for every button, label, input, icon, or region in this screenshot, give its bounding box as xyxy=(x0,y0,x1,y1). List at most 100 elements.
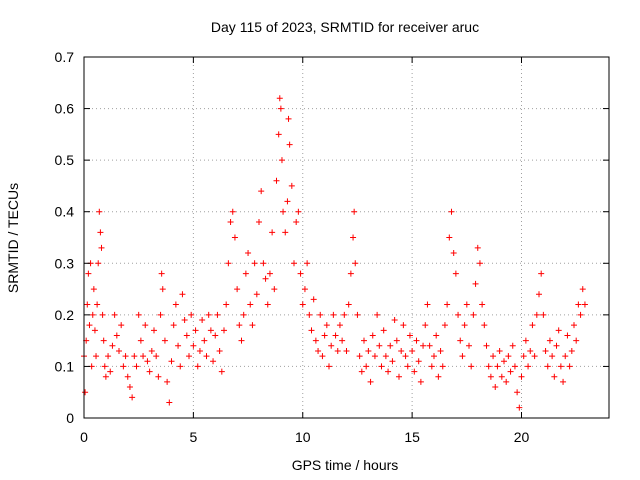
data-point xyxy=(306,311,313,318)
data-point xyxy=(269,229,276,236)
data-point xyxy=(505,353,512,360)
data-point xyxy=(95,260,102,267)
data-point xyxy=(446,234,453,241)
data-point xyxy=(89,311,96,318)
data-point xyxy=(120,363,127,370)
data-point xyxy=(540,311,547,318)
data-point xyxy=(490,353,497,360)
data-point xyxy=(334,347,341,354)
data-point xyxy=(441,322,448,329)
data-point xyxy=(323,322,330,329)
data-point xyxy=(361,337,367,344)
data-point xyxy=(479,301,486,308)
data-point xyxy=(133,363,140,370)
data-point xyxy=(579,286,586,293)
data-point xyxy=(310,296,317,303)
data-point xyxy=(378,363,385,370)
data-point xyxy=(297,270,304,277)
data-point xyxy=(102,373,109,380)
y-tick-label: 0.1 xyxy=(55,358,75,374)
data-point xyxy=(472,280,479,287)
data-point xyxy=(100,337,107,344)
data-point xyxy=(96,208,103,215)
data-point xyxy=(492,384,499,391)
data-point xyxy=(319,353,326,360)
data-point xyxy=(468,363,475,370)
data-point xyxy=(509,342,516,349)
data-point xyxy=(194,363,201,370)
axes-layer: 0 0.1 0.2 0.3 0.4 0.5 0.6 0.7 0 5 10 15 20 xyxy=(55,49,610,445)
data-point xyxy=(140,353,147,360)
data-point xyxy=(131,353,138,360)
data-point xyxy=(551,373,558,380)
x-tick-label: 15 xyxy=(404,429,420,445)
y-tick-label: 0.6 xyxy=(55,101,75,117)
data-point xyxy=(118,322,125,329)
data-point xyxy=(229,208,236,215)
data-point xyxy=(516,404,523,411)
data-point xyxy=(536,291,542,298)
data-point xyxy=(376,342,383,349)
data-point xyxy=(126,384,133,391)
data-point xyxy=(498,373,505,380)
data-point xyxy=(113,332,120,339)
data-point xyxy=(122,353,129,360)
grid-layer xyxy=(84,57,609,418)
data-point xyxy=(170,322,177,329)
data-point xyxy=(210,358,217,365)
x-axis-label: GPS time / hours xyxy=(292,457,399,473)
data-point xyxy=(190,342,197,349)
data-point xyxy=(455,311,462,318)
data-point xyxy=(295,208,302,215)
data-point xyxy=(411,368,418,375)
data-point xyxy=(400,322,407,329)
data-point xyxy=(330,311,337,318)
data-point xyxy=(177,363,184,370)
data-point xyxy=(94,301,101,308)
data-point xyxy=(351,208,358,215)
data-point xyxy=(144,358,151,365)
data-point xyxy=(529,322,536,329)
data-point xyxy=(321,332,328,339)
data-point xyxy=(99,311,106,318)
data-point xyxy=(428,363,435,370)
y-axis-label: SRMTID / TECUs xyxy=(5,183,21,293)
data-point xyxy=(260,260,267,267)
data-point xyxy=(245,249,252,256)
data-point xyxy=(328,342,335,349)
data-point xyxy=(168,358,175,365)
data-point xyxy=(148,347,155,354)
data-point xyxy=(422,322,429,329)
data-point xyxy=(487,373,494,380)
data-point xyxy=(288,182,295,189)
data-point xyxy=(93,353,100,360)
data-point xyxy=(212,332,219,339)
data-point xyxy=(166,399,173,406)
data-point xyxy=(365,347,372,354)
data-point xyxy=(566,363,573,370)
data-point xyxy=(522,337,529,344)
data-point xyxy=(196,347,203,354)
data-point xyxy=(476,260,483,267)
data-point xyxy=(431,353,437,360)
data-point xyxy=(374,311,381,318)
data-point xyxy=(105,353,112,360)
data-point xyxy=(439,363,446,370)
data-point xyxy=(581,301,588,308)
data-point xyxy=(282,229,289,236)
data-point xyxy=(286,141,293,148)
y-tick-label: 0.3 xyxy=(55,255,75,271)
data-point xyxy=(172,301,179,308)
data-point xyxy=(549,353,556,360)
data-point xyxy=(413,337,420,344)
data-point xyxy=(575,301,582,308)
data-point xyxy=(116,347,122,354)
data-point xyxy=(448,208,455,215)
data-point xyxy=(538,270,545,277)
x-tick-label: 10 xyxy=(295,429,311,445)
y-tick-label: 0.7 xyxy=(55,49,75,65)
data-point xyxy=(231,234,238,241)
y-tick-label: 0.5 xyxy=(55,152,75,168)
data-point xyxy=(352,260,359,267)
